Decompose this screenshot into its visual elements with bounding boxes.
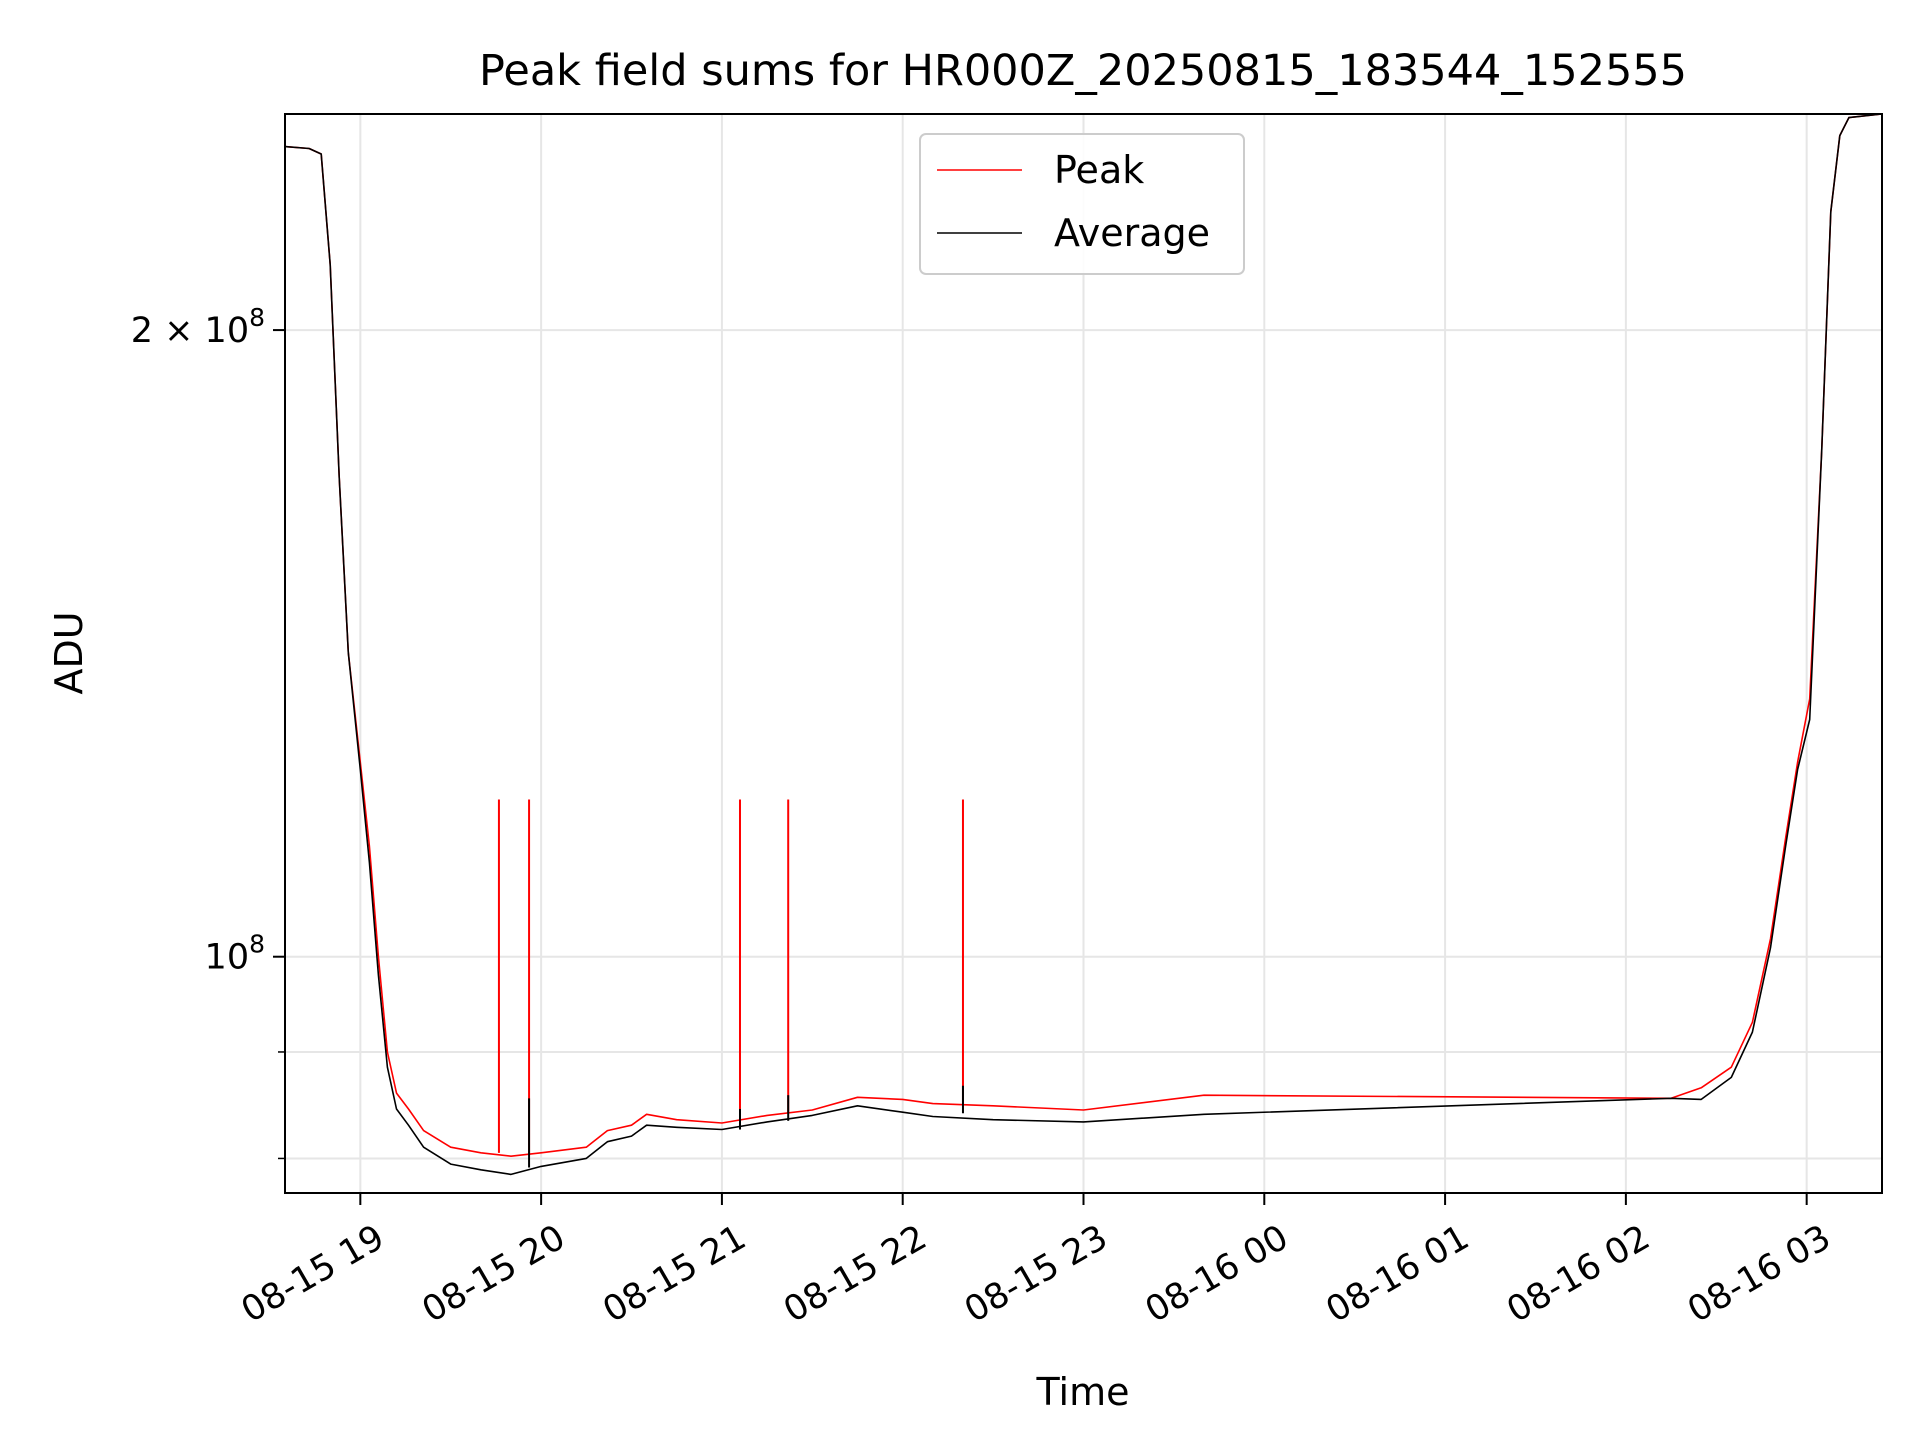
series-line-peak — [285, 114, 1882, 1157]
y-tick-label: 108 — [205, 930, 265, 978]
series-line-average — [285, 114, 1882, 1176]
legend-box — [919, 133, 1245, 275]
y-axis-label: ADU — [47, 611, 91, 694]
series-layer — [285, 114, 1882, 1176]
y-axis: 108 2 × 108 — [131, 303, 285, 1160]
x-axis-label: Time — [1036, 1370, 1130, 1414]
legend: Peak Average — [919, 133, 1245, 275]
chart-title: Peak field sums for HR000Z_20250815_1835… — [479, 46, 1687, 96]
legend-label-peak: Peak — [1054, 148, 1144, 192]
legend-label-average: Average — [1054, 211, 1210, 255]
grid — [285, 114, 1882, 1193]
plot-area — [285, 114, 1882, 1176]
y-tick-label: 2 × 108 — [131, 303, 265, 351]
